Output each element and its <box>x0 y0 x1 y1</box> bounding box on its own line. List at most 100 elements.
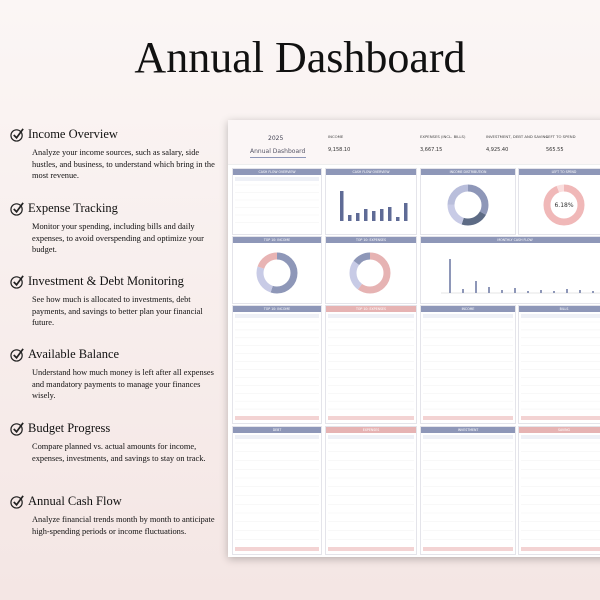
decor-bar <box>380 209 384 221</box>
panel-title: CASH FLOW OVERVIEW <box>233 169 321 175</box>
panel-body <box>349 252 391 294</box>
decor-bar <box>579 290 581 293</box>
panel-body <box>328 435 414 551</box>
kpi-value: 565.55 <box>546 147 564 153</box>
table-total <box>521 547 600 551</box>
decor-bar <box>364 209 368 221</box>
panel-body <box>340 191 408 221</box>
check-icon <box>10 275 24 289</box>
check-icon <box>10 495 24 509</box>
feature-title: Annual Cash Flow <box>28 494 122 508</box>
year: 2025 <box>268 135 284 142</box>
kpi-label: INVESTMENT, DEBT AND SAVING <box>486 134 549 139</box>
feature-title: Expense Tracking <box>28 201 118 215</box>
kpi-label: LEFT TO SPEND <box>546 134 576 139</box>
decor-bar <box>449 259 451 293</box>
decor-bar <box>388 207 392 221</box>
kpi-value: 4,925.40 <box>486 147 509 153</box>
decor-bar <box>540 290 542 293</box>
feature-item: Budget Progress Compare planned vs. actua… <box>10 421 215 464</box>
decor-bar <box>462 289 464 293</box>
decor-bar <box>475 281 477 293</box>
feature-item: Income Overview Analyze your income sourc… <box>10 127 215 182</box>
kpi-label: EXPENSES (INCL. BILLS) <box>420 134 466 139</box>
decor-bar <box>553 291 555 293</box>
panel-body <box>235 435 319 551</box>
panel-body <box>447 184 489 226</box>
decor-bar <box>566 289 568 293</box>
donut-segment <box>543 184 585 226</box>
donut-segment <box>447 184 489 226</box>
feature-text: Analyze your income sources, such as sal… <box>32 148 215 180</box>
panel-title: INCOME DISTRIBUTION <box>421 169 515 175</box>
page-title: Annual Dashboard <box>134 33 466 82</box>
donut-segment <box>256 252 298 294</box>
kpi-label: INCOME <box>328 134 344 139</box>
table-header <box>235 435 319 439</box>
panel-title: INCOME <box>421 306 515 312</box>
decor-bar <box>396 217 400 221</box>
table-header <box>235 314 319 318</box>
panel-body: 6.18% <box>543 184 585 226</box>
table-header <box>521 435 600 439</box>
panel-title: INVESTMENT <box>421 427 515 433</box>
feature-title: Investment & Debt Monitoring <box>28 274 184 288</box>
panel-title: TOP 10: EXPENSES <box>326 306 416 312</box>
feature-text: Understand how much money is left after … <box>32 368 214 400</box>
decor-bar <box>372 211 376 221</box>
panel: TOP 10: EXPENSES <box>325 236 417 304</box>
decor-bar <box>348 215 352 221</box>
donut-segment <box>447 184 489 226</box>
feature-title: Income Overview <box>28 127 118 141</box>
panel-body <box>441 259 600 294</box>
decor-bar <box>514 288 516 293</box>
feature-item: Expense Tracking Monitor your spending, i… <box>10 201 215 256</box>
dashboard: 2025 Annual Dashboard INCOME 9,158.10 EXPE… <box>228 120 600 557</box>
panel-body <box>256 252 298 294</box>
panel: TOP 10: INCOME <box>232 236 322 304</box>
panel: INCOME <box>420 305 516 424</box>
dashboard-title: Annual Dashboard <box>250 148 306 155</box>
table-header <box>423 314 513 318</box>
table-header <box>328 435 414 439</box>
dashboard-header <box>228 120 600 165</box>
table-total <box>235 416 319 420</box>
panel: MONTHLY CASH FLOW <box>420 236 600 304</box>
feature-text: Analyze financial trends month by month … <box>32 515 215 536</box>
decor-bar <box>404 203 408 221</box>
table-total <box>423 416 513 420</box>
panel: TOP 10: EXPENSES <box>325 305 417 424</box>
table-header <box>423 435 513 439</box>
table-header <box>235 177 319 181</box>
panel-body <box>235 177 319 223</box>
table-total <box>521 416 600 420</box>
panel-title: CASH FLOW OVERVIEW <box>326 169 416 175</box>
kpi-value: 9,158.10 <box>328 147 351 153</box>
decor-bar <box>592 291 594 293</box>
donut-segment <box>256 252 298 294</box>
panel: CASH FLOW OVERVIEW <box>325 168 417 235</box>
panel-title: SAVING <box>519 427 600 433</box>
feature-title: Available Balance <box>28 347 120 361</box>
decor-bar <box>527 291 529 293</box>
table-total <box>328 416 414 420</box>
panel-body <box>235 314 319 420</box>
panel-title: TOP 10: EXPENSES <box>326 237 416 243</box>
donut-segment <box>447 184 489 226</box>
table-total <box>328 547 414 551</box>
donut-segment <box>349 252 391 294</box>
feature-text: Monitor your spending, including bills a… <box>32 222 204 254</box>
panel-title: MONTHLY CASH FLOW <box>421 237 600 243</box>
panel: TOP 10: INCOME <box>232 305 322 424</box>
panel: EXPENSES <box>325 426 417 555</box>
feature-item: Investment & Debt Monitoring See how much… <box>10 274 215 329</box>
table-total <box>423 547 513 551</box>
panel: SAVING <box>518 426 600 555</box>
panel-title: TOP 10: INCOME <box>233 306 321 312</box>
decor-bar <box>501 290 503 293</box>
panel: BILLS <box>518 305 600 424</box>
feature-text: Compare planned vs. actual amounts for i… <box>32 442 206 463</box>
check-icon <box>10 422 24 436</box>
check-icon <box>10 128 24 142</box>
